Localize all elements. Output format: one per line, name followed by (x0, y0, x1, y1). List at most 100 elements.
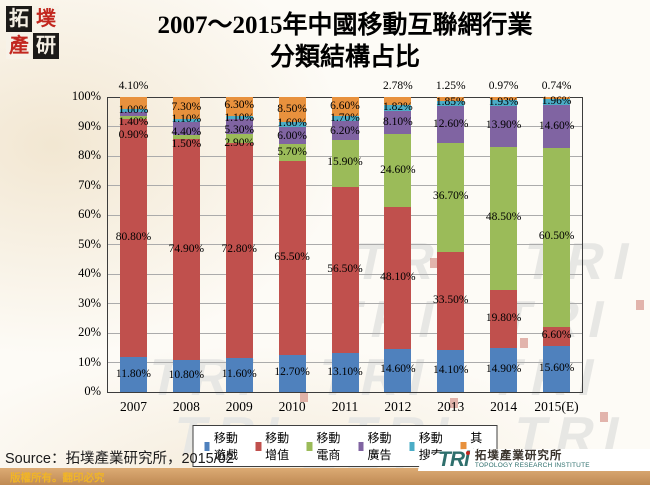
bar-segment (331, 353, 359, 392)
bar-segment (437, 106, 465, 144)
bar-segment (384, 348, 412, 392)
bar-label: 1.93% (488, 95, 519, 108)
bar-segment (543, 97, 571, 100)
bar-label: 5.70% (277, 145, 307, 158)
watermark-dot (520, 338, 528, 348)
bar-label: 24.60% (380, 163, 416, 176)
bar-segment (278, 144, 306, 162)
bar-segment (278, 161, 306, 355)
bar-segment (490, 289, 518, 349)
bar-label: 11.60% (221, 367, 257, 380)
bar-label: 13.10% (327, 365, 363, 378)
bar-label: 14.60% (538, 119, 575, 132)
x-tick-label: 2014 (490, 399, 518, 414)
bar-label: 0.74% (541, 80, 572, 92)
chart-legend: 移動遊戲移動增值移動電商移動廣告移動搜索其他 (192, 425, 498, 467)
legend-label: 移動遊戲 (213, 431, 238, 462)
bar-segment (225, 97, 253, 116)
tri-logo-english: TOPOLOGY RESEARCH INSTITUTE (474, 462, 590, 469)
y-tick-label: 0% (84, 384, 101, 398)
bar-label: 1.25% (435, 80, 466, 92)
watermark-dot (636, 300, 644, 310)
bar-segment (172, 121, 200, 135)
bar-label: 6.30% (224, 99, 255, 112)
bar-label: 48.50% (485, 211, 522, 224)
bar-segment (119, 357, 147, 392)
bar-segment (278, 126, 306, 145)
bar-segment (172, 360, 200, 392)
bar-label: 5.30% (224, 124, 255, 137)
bar-label: 2.78% (383, 80, 413, 92)
x-tick-label: 2013 (437, 399, 465, 414)
seal-char-4: 研 (33, 33, 59, 59)
bar-label: 56.50% (327, 263, 363, 276)
bar-label: 7.30% (171, 100, 202, 113)
bar-label: 6.60% (330, 99, 360, 112)
bar-segment (172, 139, 200, 361)
bar-segment (490, 105, 518, 147)
y-tick-label: 70% (78, 177, 101, 192)
bar-segment (225, 143, 253, 358)
x-tick-label: 2007 (119, 399, 147, 414)
legend-label: 移動增值 (265, 431, 290, 462)
bar-label: 1.82% (383, 100, 413, 113)
bar-label: 1.10% (224, 111, 255, 124)
bar-segment (278, 97, 306, 123)
bar-segment (278, 122, 306, 127)
bar-segment (437, 350, 465, 392)
bar-segment (172, 134, 200, 140)
y-tick-label: 100% (71, 89, 101, 103)
tri-logo-text: 拓墣產業研究所 TOPOLOGY RESEARCH INSTITUTE (475, 450, 590, 470)
bar-segment (543, 104, 571, 149)
legend-swatch (409, 441, 415, 451)
page-title-line2: 分類結構占比 (269, 44, 420, 71)
copyright-text: 版權所有。翻印必究 (10, 472, 105, 484)
bar-label: 8.50% (277, 102, 307, 115)
seal-char-3: 產 (6, 33, 32, 59)
legend-label: 移動電商 (316, 431, 341, 462)
legend-swatch (255, 441, 262, 451)
bar-label: 2.90% (224, 136, 255, 149)
legend-item: 移動電商 (306, 429, 345, 463)
bar-label: 80.80% (115, 231, 152, 243)
bar-label: 72.80% (221, 243, 257, 256)
bar-label: 19.80% (485, 311, 522, 324)
company-seal-logo: 拓 墣 產 研 (6, 6, 60, 60)
bar-label: 1.96% (541, 95, 572, 108)
bar-label: 8.10% (383, 115, 413, 128)
bar-segment (437, 143, 465, 252)
bar-label: 1.10% (171, 113, 202, 126)
bar-segment (225, 134, 253, 143)
bar-segment (490, 99, 518, 106)
bar-segment (119, 118, 147, 358)
bar-label: 6.00% (277, 129, 307, 142)
bar-label: 14.10% (433, 364, 469, 377)
bar-segment (543, 99, 571, 105)
bar-label: 33.50% (433, 293, 469, 306)
tri-logo-dot (465, 451, 470, 455)
bar-segment (331, 186, 359, 354)
bar-label: 74.90% (168, 242, 205, 255)
bar-segment (331, 97, 359, 117)
bar-label: 11.80% (115, 367, 151, 380)
bar-label: 1.60% (277, 117, 307, 130)
watermark-dot (450, 398, 458, 408)
bar-label: 0.90% (118, 128, 149, 141)
x-tick-label: 2009 (225, 399, 253, 414)
bar-label: 15.90% (327, 156, 363, 169)
source-note: Source：拓墣產業研究所，2015/02 (5, 451, 234, 467)
tri-logo-chinese: 拓墣產業研究所 (474, 450, 563, 462)
bar-segment (543, 148, 571, 327)
bar-label: 13.90% (485, 119, 522, 132)
bar-segment (490, 146, 518, 290)
bar-label: 12.70% (274, 366, 310, 379)
watermark-dot (300, 392, 308, 402)
y-tick-label: 10% (78, 354, 101, 369)
bar-label: 6.20% (330, 124, 360, 137)
bar-segment (437, 97, 465, 101)
y-tick-label: 80% (78, 148, 101, 162)
watermark-dot (430, 258, 438, 268)
bar-segment (119, 109, 147, 113)
y-tick-label: 50% (78, 236, 101, 251)
